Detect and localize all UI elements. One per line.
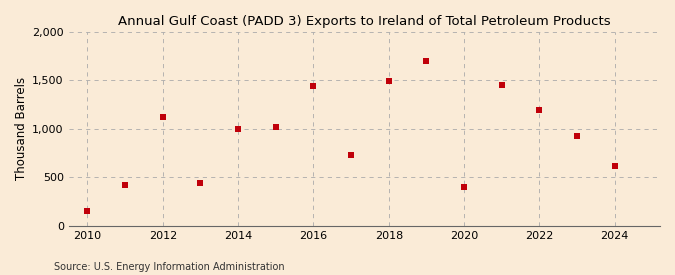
Point: [421, 59, 432, 63]
Point: [383, 79, 394, 84]
Point: [308, 84, 319, 89]
Point: [534, 108, 545, 113]
Point: [610, 164, 620, 168]
Point: [271, 125, 281, 129]
Point: [82, 209, 93, 214]
Point: [233, 127, 244, 131]
Point: [119, 183, 130, 187]
Point: [157, 115, 168, 119]
Point: [459, 185, 470, 189]
Y-axis label: Thousand Barrels: Thousand Barrels: [15, 77, 28, 180]
Title: Annual Gulf Coast (PADD 3) Exports to Ireland of Total Petroleum Products: Annual Gulf Coast (PADD 3) Exports to Ir…: [118, 15, 611, 28]
Point: [496, 83, 507, 87]
Point: [195, 181, 206, 185]
Point: [572, 133, 583, 138]
Text: Source: U.S. Energy Information Administration: Source: U.S. Energy Information Administ…: [54, 262, 285, 272]
Point: [346, 153, 356, 157]
